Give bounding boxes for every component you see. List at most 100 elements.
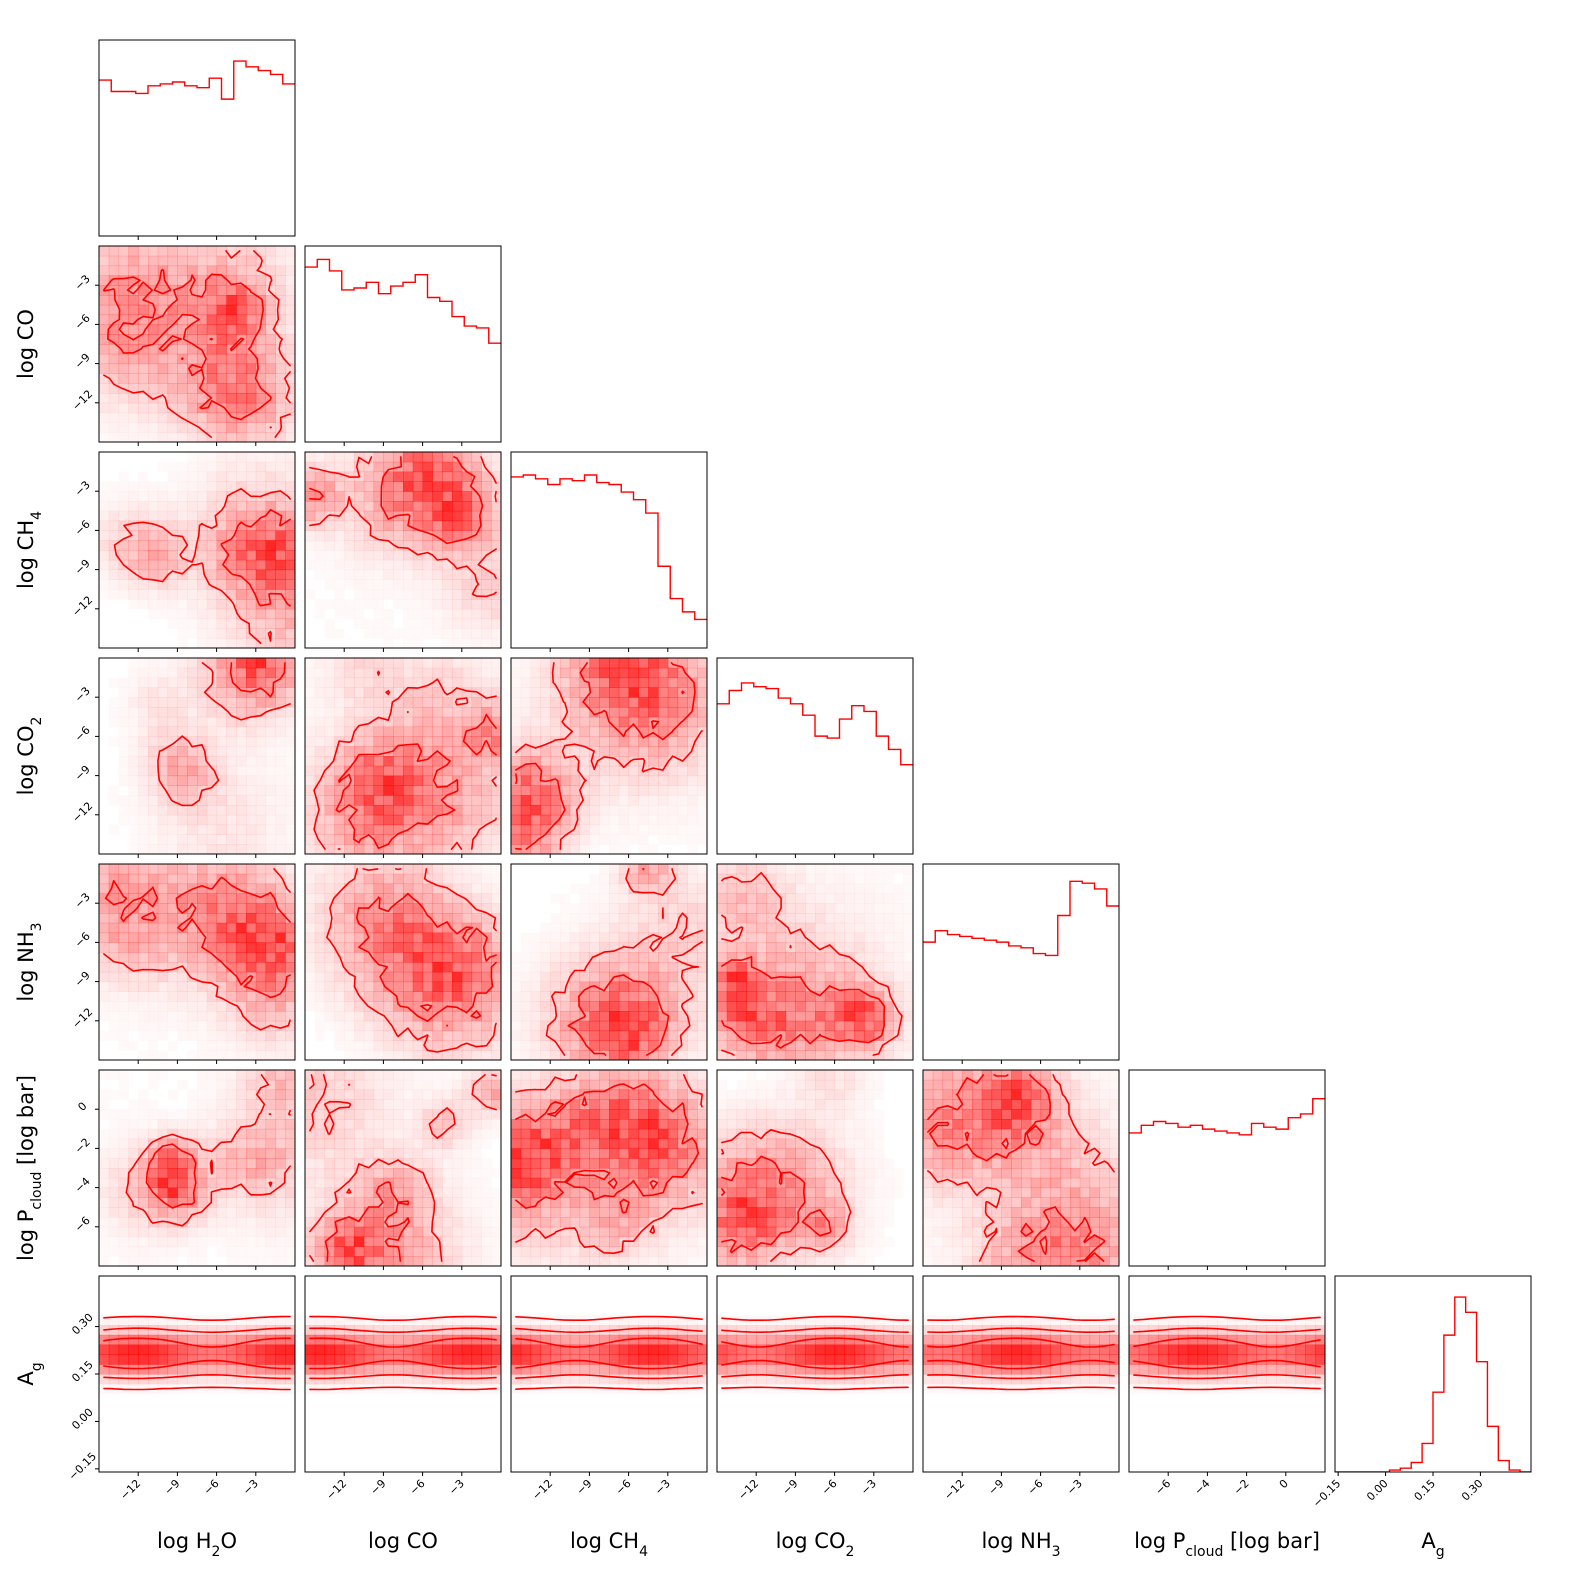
density-cell [354,1138,365,1149]
density-cell [226,1089,237,1100]
density-cell [412,1128,424,1140]
density-cell [99,314,110,325]
density-cell [697,736,707,747]
density-cell [599,1040,610,1051]
density-cell [363,461,375,473]
density-cell [138,1011,148,1021]
density-cell [226,1011,237,1022]
density-cell [491,1237,501,1247]
density-cell [207,1070,217,1080]
density-cell [305,1099,316,1110]
density-cell [471,1040,482,1051]
density-cell [667,1226,679,1238]
density-cell [148,677,159,688]
density-cell [648,1236,659,1247]
density-cell [128,805,138,815]
density-cell [618,814,630,826]
density-cell [481,795,492,806]
density-cell [579,667,590,679]
density-cell [471,824,482,835]
density-cell [148,1070,158,1080]
density-cell [697,864,707,875]
density-cell [412,1226,424,1238]
density-cell [128,304,139,316]
density-cell [334,1099,345,1110]
density-cell [285,334,295,345]
density-cell [520,687,532,698]
density-cell [216,913,227,924]
density-cell [511,824,522,835]
density-cell [383,805,394,816]
density-cell [461,942,473,953]
density-cell [618,1040,630,1051]
density-cell [550,913,560,923]
density-cell [108,873,120,885]
density-cell [226,736,237,747]
density-cell [442,1197,453,1208]
density-cell [148,481,158,491]
density-cell [187,462,197,472]
density-cell [883,971,894,983]
density-cell [383,1020,394,1032]
density-cell [108,314,120,325]
density-cell [667,922,679,934]
density-cell [177,991,188,1002]
density-cell [677,1236,688,1247]
density-cell [99,913,110,924]
density-cell [314,501,326,512]
density-cell [461,795,473,806]
panel-frame [98,245,296,443]
density-cell [285,452,295,463]
density-cell [206,402,218,414]
density-cell [354,1148,365,1159]
density-cell [187,1020,198,1032]
density-cell [246,608,257,620]
density-cell [138,1099,148,1109]
density-cell [265,1158,276,1169]
density-cell [903,864,913,874]
density-cell [334,991,345,1002]
density-cell [177,1177,188,1189]
density-cell [530,1207,541,1218]
density-cell [618,1148,630,1159]
contour-level-2 [145,1143,197,1209]
density-cell [197,1001,208,1012]
density-cell [638,1148,649,1159]
density-cell [834,952,845,963]
density-cell [354,1168,365,1179]
density-cell [452,530,463,541]
density-cell [550,981,561,992]
density-cell [569,775,581,786]
density-cell [324,971,335,983]
density-cell [442,1030,453,1041]
density-cell [824,1020,836,1032]
density-cell [854,942,865,953]
density-cell [246,1070,257,1081]
density-cell [187,353,198,365]
density-cell [246,1030,257,1041]
density-cell [285,981,295,992]
density-cell [491,707,501,718]
density-cell [481,589,492,600]
density-cell [157,295,169,306]
density-cell [452,618,463,629]
density-cell [275,834,286,845]
density-cell [197,295,208,306]
density-cell [128,727,138,737]
density-cell [393,1001,404,1012]
density-cell [697,795,707,805]
density-cell [471,677,482,688]
density-cell [864,874,874,884]
density-cell [334,785,345,796]
density-cell [520,1236,532,1247]
density-cell [168,1246,178,1256]
density-cell [236,510,247,522]
density-cell [403,501,414,512]
density-cell [658,962,669,973]
density-cell [167,510,178,522]
density-cell [403,942,414,953]
density-cell [442,952,453,963]
density-cell [618,1158,630,1169]
density-cell [824,1030,836,1041]
density-cell [99,324,110,335]
